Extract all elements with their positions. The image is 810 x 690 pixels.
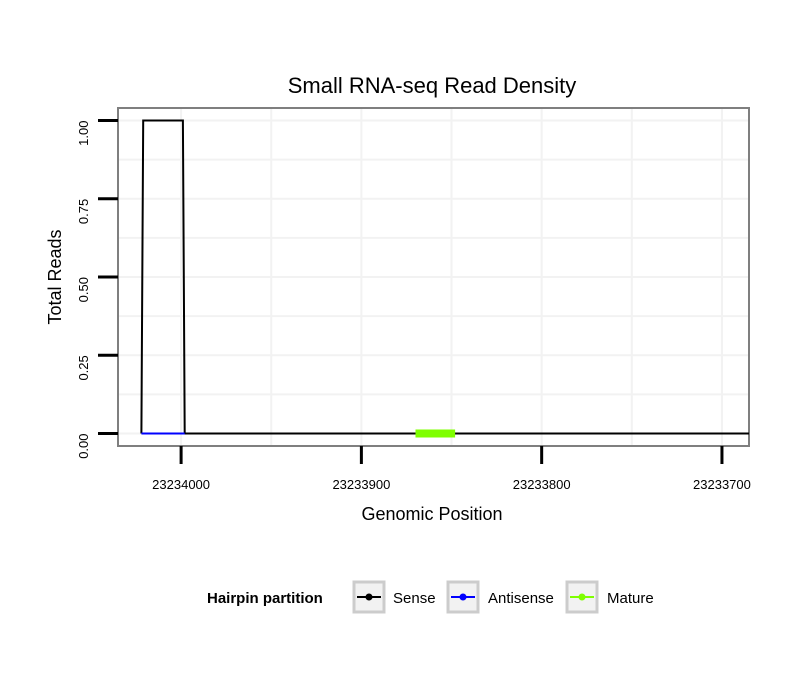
legend-label: Antisense (488, 590, 554, 607)
x-tick-label: 23233800 (513, 477, 571, 492)
x-axis-title: Genomic Position (361, 504, 502, 524)
legend-item-sense: Sense (352, 580, 436, 614)
y-tick-label: 0.50 (76, 277, 91, 302)
legend-item-mature: Mature (565, 580, 654, 614)
y-tick-label: 1.00 (76, 121, 91, 146)
series-line-sense (140, 119, 749, 435)
legend-label: Mature (607, 590, 654, 607)
legend-item-antisense: Antisense (446, 580, 554, 614)
y-axis: 0.00 0.25 0.50 0.75 1.00 (76, 119, 118, 459)
legend-key-dot (459, 593, 467, 601)
grid (118, 108, 749, 446)
y-tick-label: 0.00 (76, 433, 91, 458)
y-tick-label: 0.25 (76, 355, 91, 380)
y-tick-label: 0.75 (76, 199, 91, 224)
y-axis-title: Total Reads (45, 229, 65, 324)
legend-key-dot (365, 593, 373, 601)
legend-key-dot (578, 593, 586, 601)
chart-title: Small RNA-seq Read Density (288, 73, 577, 98)
legend-key-box (565, 580, 599, 614)
x-tick-label: 23234000 (152, 477, 210, 492)
series-lines (140, 119, 749, 438)
legend-title: Hairpin partition (207, 590, 323, 607)
legend-label: Sense (393, 590, 436, 607)
x-tick-label: 23233900 (332, 477, 390, 492)
legend: Hairpin partition Sense Antisense Mature (207, 580, 654, 614)
x-tick-label: 23233700 (693, 477, 751, 492)
x-axis: 23234000 23233900 23233800 23233700 (152, 446, 751, 492)
